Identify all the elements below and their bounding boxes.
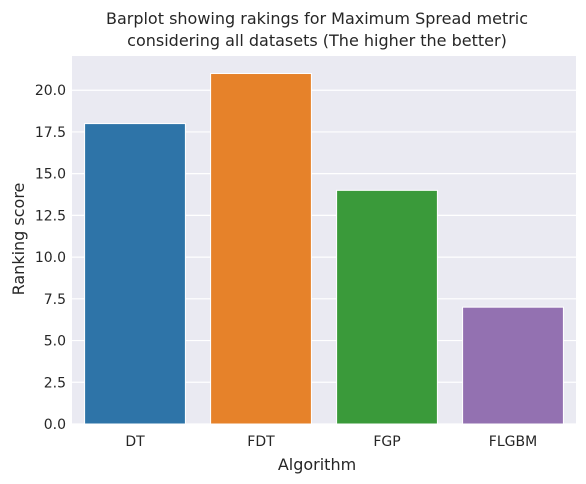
y-tick-label: 5.0 bbox=[44, 334, 66, 350]
bars bbox=[84, 73, 564, 425]
y-axis-label: Ranking score bbox=[9, 183, 28, 296]
bar-flgbm bbox=[462, 306, 564, 425]
bar-fgp bbox=[336, 189, 438, 425]
y-tick-label: 17.5 bbox=[35, 125, 66, 141]
x-tick-label: FLGBM bbox=[489, 434, 537, 450]
x-tick-label: DT bbox=[125, 434, 145, 450]
y-tick-label: 0.0 bbox=[44, 417, 66, 433]
x-axis-label: Algorithm bbox=[278, 455, 356, 474]
bar-fdt bbox=[210, 73, 312, 425]
x-tick-label: FDT bbox=[247, 434, 275, 450]
y-tick-label: 10.0 bbox=[35, 250, 66, 266]
chart-title-line-1: Barplot showing rakings for Maximum Spre… bbox=[106, 9, 528, 28]
x-axis-ticks: DT FDT FGP FLGBM bbox=[125, 434, 537, 450]
y-tick-label: 20.0 bbox=[35, 83, 66, 99]
chart-title: Barplot showing rakings for Maximum Spre… bbox=[106, 9, 528, 50]
bar-dt bbox=[84, 123, 186, 425]
y-tick-label: 7.5 bbox=[44, 292, 66, 308]
x-tick-label: FGP bbox=[373, 434, 400, 450]
y-tick-label: 12.5 bbox=[35, 208, 66, 224]
y-axis-ticks: 0.0 2.5 5.0 7.5 10.0 12.5 15.0 17.5 20.0 bbox=[35, 83, 66, 433]
chart-title-line-2: considering all datasets (The higher the… bbox=[127, 31, 507, 50]
y-tick-label: 15.0 bbox=[35, 167, 66, 183]
y-tick-label: 2.5 bbox=[44, 375, 66, 391]
